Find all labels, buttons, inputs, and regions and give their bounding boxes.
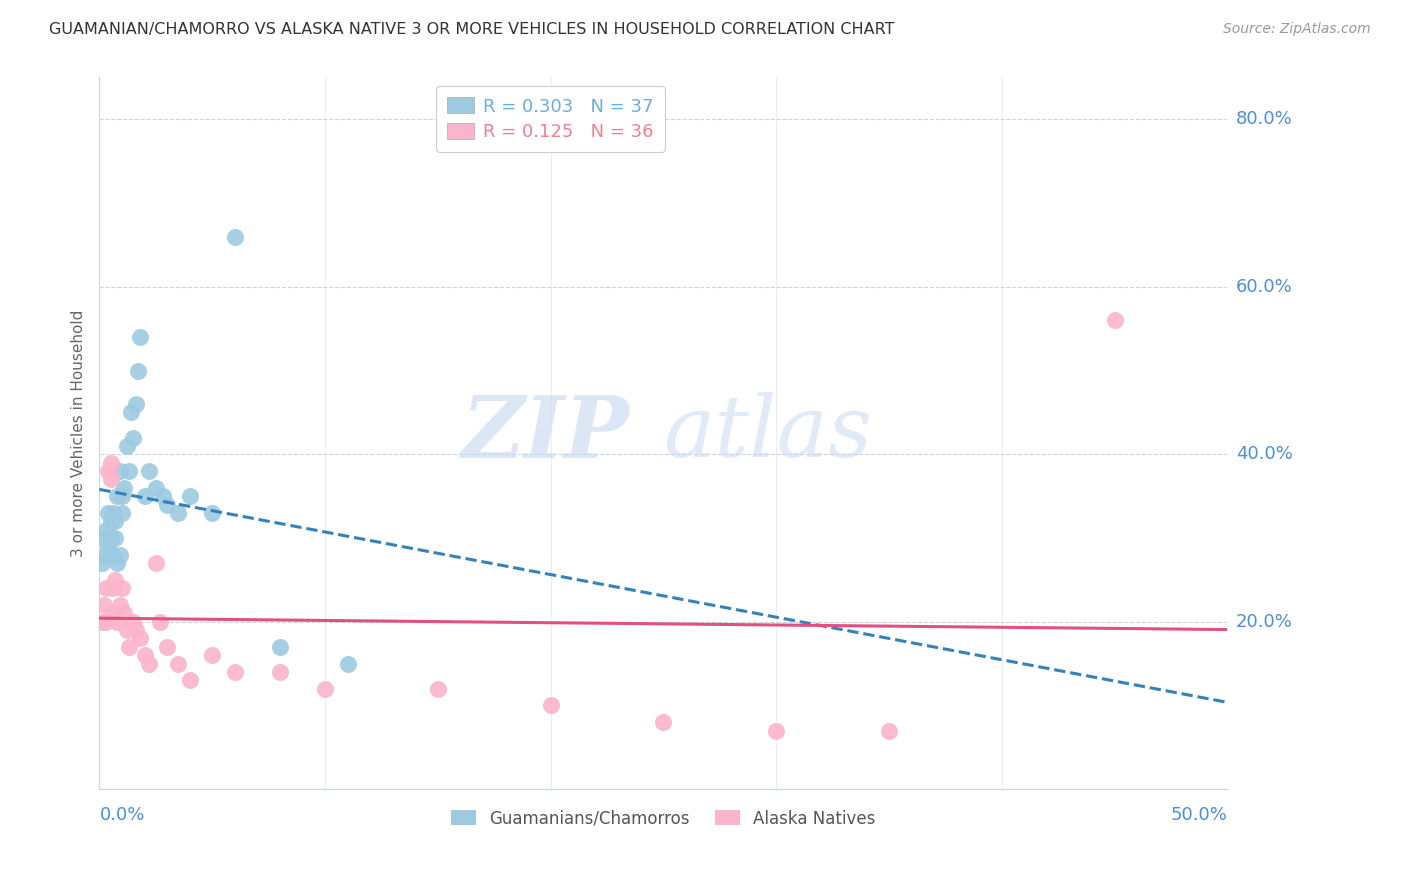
Point [100, 531, 122, 545]
Point [97, 540, 120, 554]
Point [104, 531, 127, 545]
Point [156, 498, 179, 512]
Point [115, 439, 138, 453]
Point [107, 556, 129, 570]
Point [314, 681, 336, 696]
Point [1104, 313, 1126, 327]
Point [765, 723, 787, 738]
Point [138, 657, 160, 671]
Text: 40.0%: 40.0% [1236, 445, 1292, 463]
Point [127, 363, 149, 377]
Point [104, 514, 127, 528]
Text: GUAMANIAN/CHAMORRO VS ALASKA NATIVE 3 OR MORE VEHICLES IN HOUSEHOLD CORRELATION : GUAMANIAN/CHAMORRO VS ALASKA NATIVE 3 OR… [49, 22, 894, 37]
Point [179, 489, 201, 503]
Point [96, 548, 118, 562]
Point [167, 657, 190, 671]
Point [269, 665, 291, 679]
Point [101, 581, 124, 595]
Text: 20.0%: 20.0% [1236, 613, 1292, 631]
Point [96, 615, 118, 629]
Point [93, 531, 115, 545]
Point [201, 506, 224, 520]
Point [111, 489, 134, 503]
Point [129, 330, 152, 344]
Point [120, 405, 142, 419]
Point [107, 615, 129, 629]
Point [100, 472, 122, 486]
Point [118, 640, 141, 654]
Point [269, 640, 291, 654]
Point [112, 607, 135, 621]
Text: atlas: atlas [664, 392, 873, 475]
Text: Source: ZipAtlas.com: Source: ZipAtlas.com [1223, 22, 1371, 37]
Point [97, 464, 120, 478]
Point [112, 481, 135, 495]
Point [179, 673, 201, 688]
Point [124, 623, 146, 637]
Y-axis label: 3 or more Vehicles in Household: 3 or more Vehicles in Household [72, 310, 86, 557]
Point [111, 581, 134, 595]
Point [96, 581, 118, 595]
Point [134, 489, 156, 503]
Point [93, 598, 115, 612]
Point [101, 607, 124, 621]
Point [104, 573, 127, 587]
Point [145, 481, 167, 495]
Point [540, 698, 562, 713]
Point [201, 648, 224, 663]
Point [156, 640, 179, 654]
Point [90, 556, 112, 570]
Legend: Guamanians/Chamorros, Alaska Natives: Guamanians/Chamorros, Alaska Natives [444, 803, 883, 834]
Point [90, 615, 112, 629]
Point [224, 229, 246, 244]
Text: 80.0%: 80.0% [1236, 111, 1292, 128]
Text: 0.0%: 0.0% [100, 805, 145, 824]
Point [108, 548, 131, 562]
Point [108, 464, 131, 478]
Point [167, 506, 190, 520]
Text: ZIP: ZIP [461, 392, 630, 475]
Point [122, 615, 145, 629]
Point [107, 489, 129, 503]
Point [96, 523, 118, 537]
Point [101, 548, 124, 562]
Point [149, 615, 172, 629]
Point [877, 723, 900, 738]
Point [134, 648, 156, 663]
Point [100, 514, 122, 528]
Point [124, 397, 146, 411]
Point [122, 430, 145, 444]
Point [426, 681, 449, 696]
Point [101, 506, 124, 520]
Text: 50.0%: 50.0% [1171, 805, 1227, 824]
Point [118, 464, 141, 478]
Point [652, 715, 675, 730]
Point [224, 665, 246, 679]
Point [100, 456, 122, 470]
Point [108, 598, 131, 612]
Text: 60.0%: 60.0% [1236, 277, 1292, 296]
Point [111, 506, 134, 520]
Point [145, 556, 167, 570]
Point [152, 489, 174, 503]
Point [129, 632, 152, 646]
Point [138, 464, 160, 478]
Point [336, 657, 359, 671]
Point [115, 623, 138, 637]
Point [97, 506, 120, 520]
